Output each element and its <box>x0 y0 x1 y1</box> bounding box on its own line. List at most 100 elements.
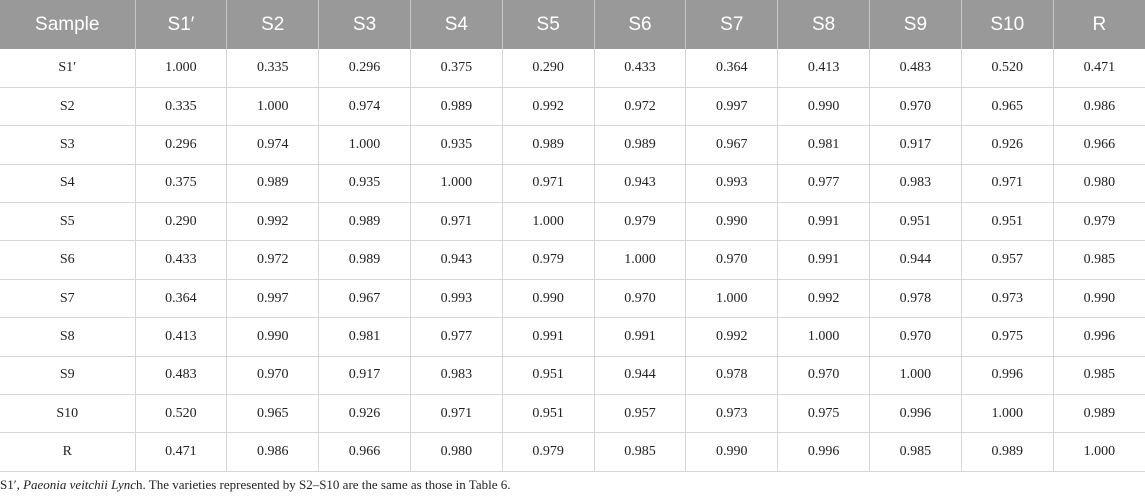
value-cell: 0.967 <box>318 279 411 319</box>
value-cell: 0.975 <box>777 394 871 434</box>
value-cell: 0.375 <box>410 49 503 88</box>
value-cell: 0.917 <box>318 356 411 396</box>
value-cell: 0.944 <box>869 240 962 280</box>
value-cell: 0.967 <box>685 125 779 165</box>
table-row: S8 0.413 0.990 0.981 0.977 0.991 0.991 0.992 1.0… <box>0 317 1145 357</box>
header-cell: S6 <box>594 0 687 49</box>
table-header-row: Sample S1′ S2 S3 S4 S5 S6 S7 S8 S9 S10 R <box>0 0 1145 49</box>
value-cell: 0.979 <box>594 202 687 242</box>
value-cell: 0.992 <box>226 202 320 242</box>
value-cell: 0.983 <box>410 356 503 396</box>
value-cell: 0.989 <box>502 125 595 165</box>
table-row: S4 0.375 0.989 0.935 1.000 0.971 0.943 0.993 0.9… <box>0 164 1145 204</box>
value-cell: 0.970 <box>869 317 962 357</box>
value-cell: 0.943 <box>594 164 687 204</box>
value-cell: 0.965 <box>226 394 320 434</box>
value-cell: 0.970 <box>226 356 320 396</box>
value-cell: 1.000 <box>502 202 595 242</box>
value-cell: 0.296 <box>318 49 411 88</box>
header-cell: S2 <box>226 0 320 49</box>
value-cell: 0.989 <box>410 87 503 127</box>
value-cell: 0.981 <box>318 317 411 357</box>
header-sample: Sample <box>0 0 136 49</box>
footnote-species: Paeonia veitchii Lync <box>23 477 137 492</box>
row-label-cell: S1′ <box>0 49 136 88</box>
table-row: S2 0.335 1.000 0.974 0.989 0.992 0.972 0.997 0.9… <box>0 87 1145 127</box>
value-cell: 1.000 <box>135 49 228 88</box>
value-cell: 0.970 <box>869 87 962 127</box>
value-cell: 0.996 <box>869 394 962 434</box>
value-cell: 0.990 <box>226 317 320 357</box>
value-cell: 0.990 <box>777 87 871 127</box>
value-cell: 0.433 <box>135 240 228 280</box>
value-cell: 0.992 <box>777 279 871 319</box>
row-label-cell: S7 <box>0 279 136 319</box>
value-cell: 0.335 <box>226 49 320 88</box>
header-cell: S5 <box>502 0 595 49</box>
value-cell: 0.981 <box>777 125 871 165</box>
value-cell: 0.970 <box>594 279 687 319</box>
value-cell: 0.974 <box>226 125 320 165</box>
value-cell: 0.375 <box>135 164 228 204</box>
value-cell: 0.483 <box>869 49 962 88</box>
value-cell: 0.951 <box>869 202 962 242</box>
value-cell: 0.989 <box>594 125 687 165</box>
value-cell: 0.989 <box>226 164 320 204</box>
value-cell: 0.974 <box>318 87 411 127</box>
value-cell: 0.978 <box>685 356 779 396</box>
value-cell: 0.951 <box>961 202 1054 242</box>
table-row: S5 0.290 0.992 0.989 0.971 1.000 0.979 0.990 0.9… <box>0 202 1145 242</box>
value-cell: 0.364 <box>685 49 779 88</box>
value-cell: 0.951 <box>502 356 595 396</box>
value-cell: 0.973 <box>685 394 779 434</box>
header-cell: S7 <box>685 0 779 49</box>
row-label-cell: S6 <box>0 240 136 280</box>
value-cell: 0.992 <box>685 317 779 357</box>
value-cell: 0.972 <box>594 87 687 127</box>
value-cell: 0.951 <box>502 394 595 434</box>
header-cell: R <box>1092 13 1107 35</box>
similarity-table: Sample S1′ S2 S3 S4 S5 S6 S7 S8 S9 S10 R S1′ 1.000 0.… <box>0 0 1145 472</box>
value-cell: 0.985 <box>1053 240 1145 280</box>
value-cell: 0.935 <box>410 125 503 165</box>
value-cell: 0.413 <box>777 49 871 88</box>
table-body: S1′ 1.000 0.335 0.296 0.375 0.290 0.433 0.364 0.… <box>0 49 1145 472</box>
value-cell: 0.996 <box>1053 317 1145 357</box>
value-cell: 0.966 <box>1053 125 1145 165</box>
value-cell: 1.000 <box>226 87 320 127</box>
header-cell: S10 <box>961 0 1054 49</box>
value-cell: 0.985 <box>1053 356 1145 396</box>
value-cell: 0.966 <box>318 432 411 472</box>
value-cell: 0.986 <box>1053 87 1145 127</box>
value-cell: 0.957 <box>961 240 1054 280</box>
row-label-cell: S10 <box>0 394 136 434</box>
similarity-table-container: Sample S1′ S2 S3 S4 S5 S6 S7 S8 S9 S10 R S1′ 1.000 0.… <box>0 0 1145 472</box>
value-cell: 1.000 <box>869 356 962 396</box>
footnote-prefix: S1′, <box>0 477 24 492</box>
row-label-cell: R <box>0 432 136 472</box>
table-row: S1′ 1.000 0.335 0.296 0.375 0.290 0.433 0.364 0.… <box>0 49 1145 88</box>
row-label-cell: S9 <box>0 356 136 396</box>
row-label-cell: S4 <box>0 164 136 204</box>
header-cell: S1′ <box>135 0 228 49</box>
value-cell: 0.290 <box>135 202 228 242</box>
value-cell: 0.296 <box>135 125 228 165</box>
table-footnote: S1′, Paeonia veitchii Lynch. The varieti… <box>0 477 510 493</box>
value-cell: 0.971 <box>410 202 503 242</box>
table-row: S9 0.483 0.970 0.917 0.983 0.951 0.944 0.978 0.9… <box>0 356 1145 396</box>
value-cell: 0.926 <box>318 394 411 434</box>
value-cell: 1.000 <box>1053 432 1145 472</box>
header-cell: S9 <box>869 0 962 49</box>
value-cell: 1.000 <box>594 240 687 280</box>
table-row: S7 0.364 0.997 0.967 0.993 0.990 0.970 1.000 0.9… <box>0 279 1145 319</box>
value-cell: 0.997 <box>226 279 320 319</box>
value-cell: 0.980 <box>410 432 503 472</box>
value-cell: 0.989 <box>318 240 411 280</box>
value-cell: 0.997 <box>685 87 779 127</box>
value-cell: 0.990 <box>1053 279 1145 319</box>
value-cell: 0.471 <box>1053 49 1145 88</box>
value-cell: 0.957 <box>594 394 687 434</box>
table-row: R 0.471 0.986 0.966 0.980 0.979 0.985 0.990 0.99… <box>0 432 1145 472</box>
value-cell: 0.989 <box>961 432 1054 472</box>
value-cell: 0.989 <box>318 202 411 242</box>
